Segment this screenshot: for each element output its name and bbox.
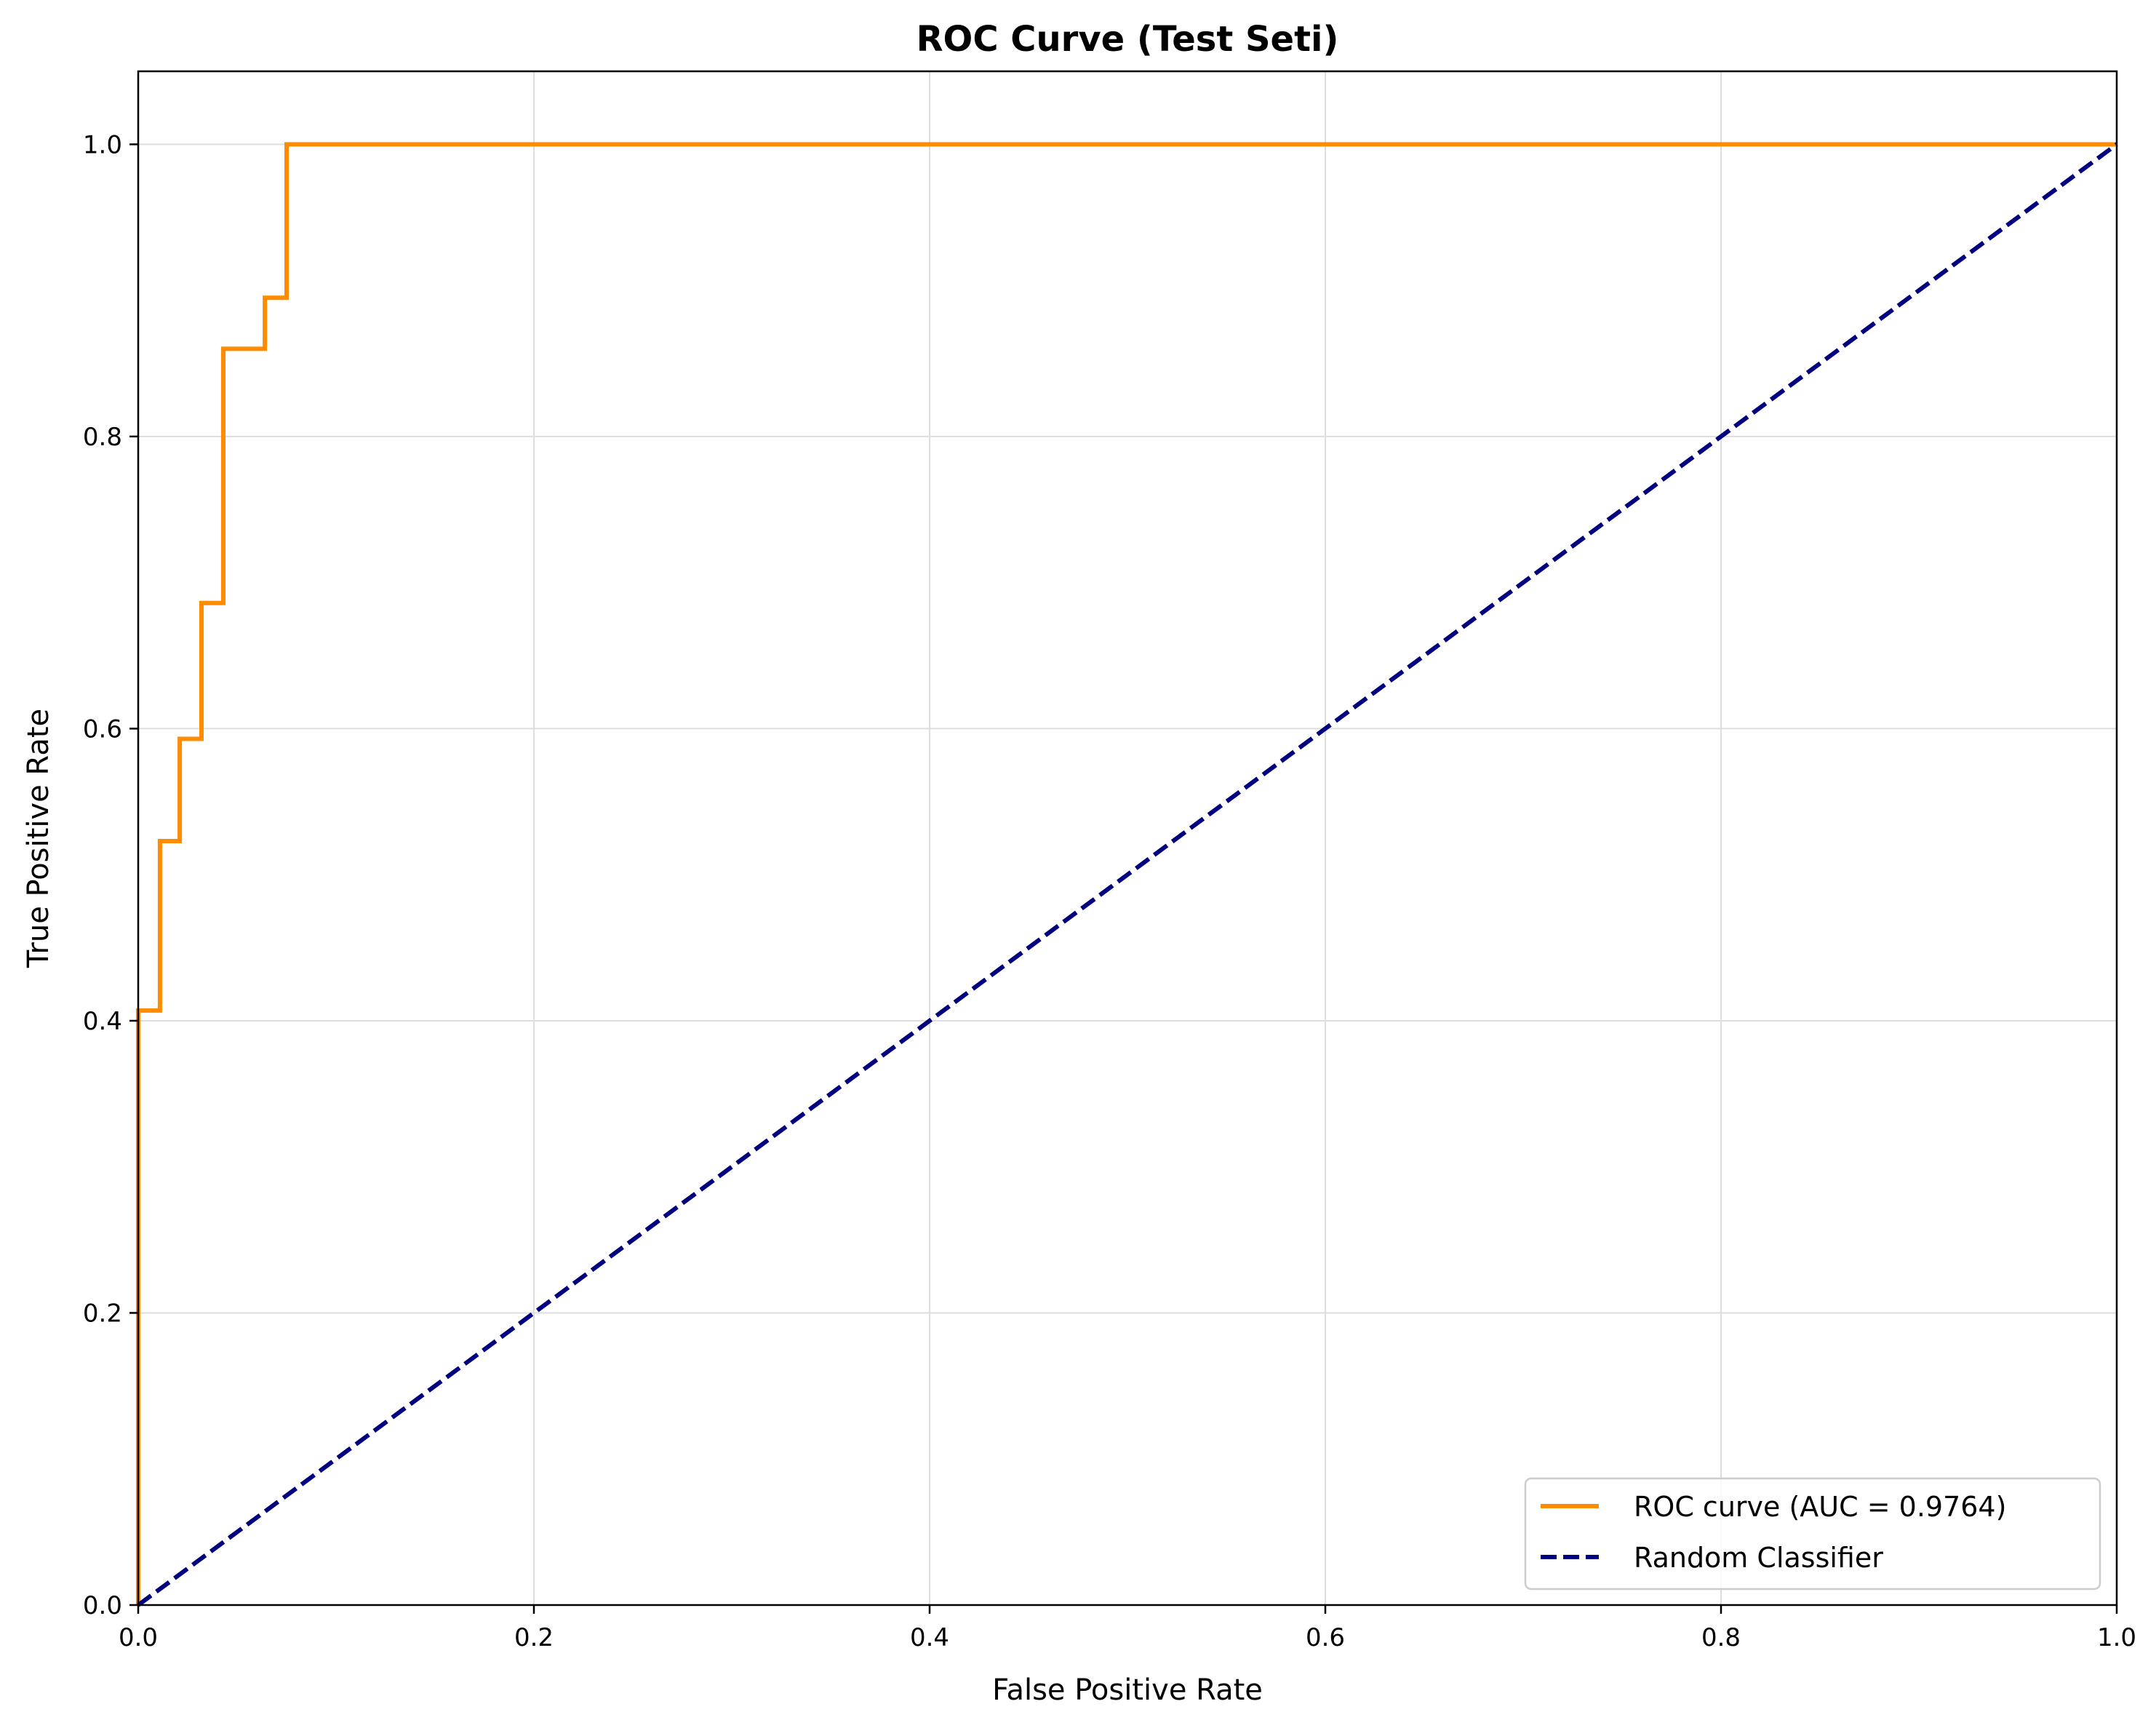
x-tick-label-1: 0.2: [514, 1623, 554, 1652]
legend-box: [1524, 1477, 2101, 1590]
x-axis-label: False Positive Rate: [992, 1673, 1263, 1707]
y-tick-label-0: 0.0: [83, 1591, 122, 1620]
x-tick-label-5: 1.0: [2097, 1623, 2136, 1652]
y-tick-label-5: 1.0: [83, 130, 122, 159]
series-line-roc-curve: [136, 142, 2117, 1605]
axis-ticks: 0.0 0.2 0.4 0.6 0.8 1.0 0.0 0.2 0.4 0.6 0.8 1.0: [83, 130, 2136, 1652]
x-tick-label-3: 0.6: [1306, 1623, 1345, 1652]
legend-label-random: Random Classifier: [1634, 1542, 1883, 1574]
y-tick-label-2: 0.4: [83, 1007, 122, 1036]
x-tick-label-0: 0.0: [119, 1623, 158, 1652]
y-axis-label: True Positive Rate: [22, 709, 55, 968]
y-tick-label-1: 0.2: [83, 1299, 122, 1328]
chart-title: ROC Curve (Test Seti): [917, 19, 1339, 60]
axes-frame: [137, 70, 2118, 1606]
y-tick-label-3: 0.6: [83, 714, 122, 744]
legend-label-roc: ROC curve (AUC = 0.9764): [1634, 1491, 2006, 1523]
plot-series: [136, 142, 2118, 1607]
series-line-random-classifier: [137, 142, 2118, 1607]
legend: ROC curve (AUC = 0.9764) Random Classifi…: [1524, 1477, 2101, 1590]
y-tick-label-4: 0.8: [83, 423, 122, 452]
x-tick-label-2: 0.4: [910, 1623, 949, 1652]
x-tick-label-4: 0.8: [1701, 1623, 1741, 1652]
